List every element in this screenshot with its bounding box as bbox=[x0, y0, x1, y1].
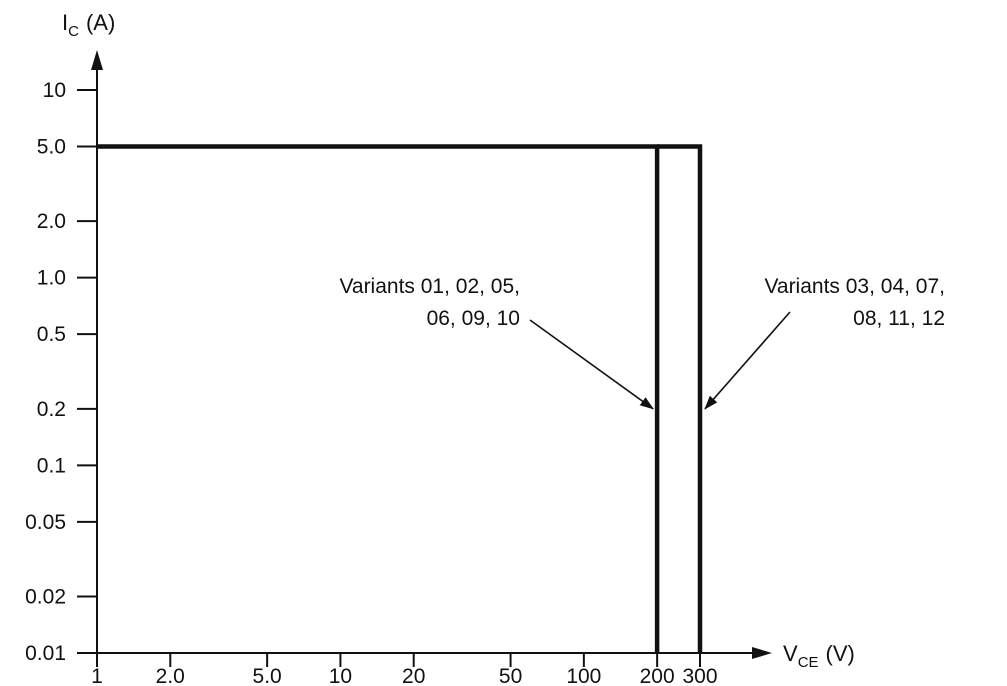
annotation-variants-a: Variants 01, 02, 05, 06, 09, 10 bbox=[339, 275, 654, 410]
y-tick-label: 2.0 bbox=[37, 210, 66, 233]
annotation-b-line-1: Variants 03, 04, 07, bbox=[764, 275, 945, 298]
y-tick-label: 0.5 bbox=[37, 323, 66, 346]
x-tick-label: 50 bbox=[499, 665, 522, 686]
boundary-lines bbox=[97, 144, 703, 653]
annotation-b-line-2: 08, 11, 12 bbox=[853, 307, 945, 330]
y-axis-arrowhead bbox=[91, 50, 103, 70]
annotation-a-arrow bbox=[529, 319, 654, 410]
annotation-b-arrow bbox=[704, 311, 791, 410]
y-tick-label: 0.02 bbox=[25, 586, 66, 609]
y-tick-label: 5.0 bbox=[37, 135, 66, 158]
x-axis-arrowhead bbox=[752, 647, 772, 659]
y-tick-label: 1.0 bbox=[37, 267, 66, 290]
y-axis-title: IC (A) bbox=[62, 10, 115, 40]
x-tick-label: 5.0 bbox=[253, 665, 282, 686]
y-tick-label: 0.05 bbox=[25, 511, 66, 534]
x-tick-label: 300 bbox=[682, 665, 717, 686]
y-axis-title-sub: C bbox=[68, 23, 79, 40]
x-tick-label: 10 bbox=[329, 665, 352, 686]
annotation-a-line-1: Variants 01, 02, 05, bbox=[339, 275, 520, 298]
x-tick-label: 200 bbox=[640, 665, 675, 686]
y-tick-label: 0.01 bbox=[25, 642, 66, 665]
x-axis-title: VCE (V) bbox=[783, 641, 855, 671]
x-tick-label: 100 bbox=[566, 665, 601, 686]
y-tick-label: 0.2 bbox=[37, 398, 66, 421]
y-tick-label: 10 bbox=[43, 79, 66, 102]
x-axis-title-main: V bbox=[783, 641, 798, 666]
x-axis-title-sub: CE bbox=[798, 654, 819, 671]
x-tick-label: 2.0 bbox=[156, 665, 185, 686]
y-tick-label: 0.1 bbox=[37, 454, 66, 477]
x-axis-title-unit: (V) bbox=[826, 641, 855, 666]
y-axis-title-unit: (A) bbox=[86, 10, 115, 35]
x-tick-label: 20 bbox=[402, 665, 425, 686]
boundary-line-2 bbox=[657, 144, 703, 653]
boundary-line-1 bbox=[97, 144, 660, 653]
annotation-a-line-2: 06, 09, 10 bbox=[427, 307, 520, 330]
x-ticks: 1 2.0 5.0 10 20 50 100 200 300 bbox=[91, 653, 718, 686]
x-tick-label: 1 bbox=[91, 665, 103, 686]
y-axis-title-main: I bbox=[62, 10, 68, 35]
y-ticks: 0.01 0.02 0.05 0.1 0.2 0.5 1.0 2.0 5.0 10 bbox=[25, 79, 97, 665]
annotation-variants-b: Variants 03, 04, 07, 08, 11, 12 bbox=[704, 275, 945, 410]
